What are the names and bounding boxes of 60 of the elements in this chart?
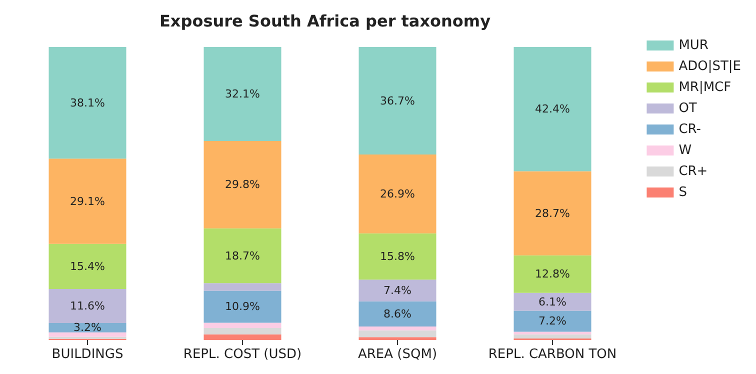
bar: [358, 47, 436, 155]
legend-label: OT: [678, 101, 697, 116]
bar: [514, 292, 592, 311]
legend-label: CR+: [678, 164, 708, 179]
bar: [48, 289, 126, 324]
bar: [514, 310, 592, 332]
bar: [358, 326, 436, 330]
data-label: 15.4%: [70, 260, 105, 273]
bar: [204, 334, 282, 340]
data-label: 15.8%: [380, 250, 415, 263]
legend-label: ADO|ST|E: [678, 59, 742, 74]
bar: [204, 290, 282, 323]
bar: [514, 334, 592, 339]
bar: [204, 283, 282, 291]
bar: [48, 47, 126, 159]
data-label: 29.8%: [225, 178, 260, 192]
data-label: 11.6%: [70, 300, 105, 313]
legend-label: W: [678, 143, 692, 158]
data-label: 18.7%: [225, 249, 260, 262]
bar: [358, 301, 436, 327]
chart-title: Exposure South Africa per taxonomy: [159, 12, 492, 30]
data-label: 7.2%: [538, 314, 566, 328]
legend-label: MUR: [678, 38, 708, 53]
data-label: 29.1%: [70, 194, 105, 208]
data-label: 7.4%: [384, 284, 412, 297]
data-label: 36.7%: [380, 94, 415, 108]
data-label: 42.4%: [535, 102, 570, 116]
bar: [204, 47, 282, 142]
bar: [358, 233, 436, 280]
bar: [358, 280, 436, 302]
bar: [204, 141, 282, 228]
x-tick-label: BUILDINGS: [52, 347, 124, 362]
data-label: 6.1%: [538, 295, 566, 308]
bar: [48, 332, 126, 337]
bar: [514, 332, 592, 334]
data-label: 8.6%: [384, 307, 412, 320]
bar: [204, 328, 282, 334]
bar: [358, 154, 436, 234]
bar: [514, 171, 592, 256]
legend-label: CR-: [678, 122, 702, 137]
data-label: 32.1%: [225, 88, 260, 101]
data-label: 10.9%: [225, 300, 260, 314]
x-tick-label: REPL. CARBON TON: [488, 347, 617, 362]
data-label: 38.1%: [70, 96, 105, 110]
bar: [358, 337, 436, 340]
legend-label: MR|MCF: [678, 80, 732, 95]
data-label: 12.8%: [535, 268, 570, 281]
data-label: 28.7%: [535, 206, 570, 220]
bar: [204, 322, 282, 328]
legend-label: S: [678, 185, 687, 200]
x-tick-label: AREA (SQM): [358, 347, 438, 362]
data-label: 3.2%: [74, 321, 102, 334]
bar: [358, 330, 436, 338]
bar: [48, 244, 126, 290]
x-tick-label: REPL. COST (USD): [183, 347, 302, 362]
bar: [514, 47, 592, 172]
bar: [204, 228, 282, 284]
bar: [48, 158, 126, 244]
bar: [514, 255, 592, 293]
data-label: 26.9%: [380, 187, 415, 200]
